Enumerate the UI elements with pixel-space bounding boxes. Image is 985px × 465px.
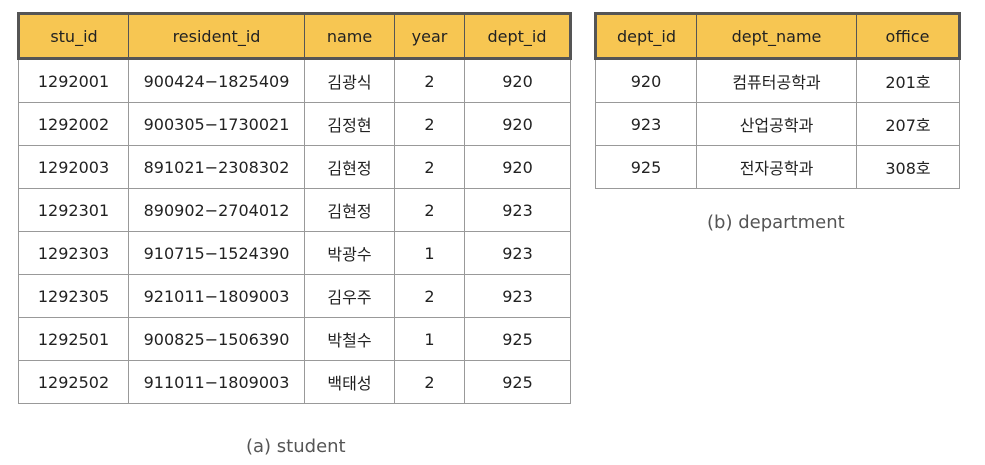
cell-year: 2 — [394, 188, 465, 232]
cell-stu-id: 1292301 — [18, 188, 129, 232]
cell-name: 김광식 — [304, 58, 395, 103]
department-header-row: dept_id dept_name office — [594, 12, 961, 60]
cell-dept-id: 923 — [464, 231, 571, 275]
cell-year: 1 — [394, 231, 465, 275]
cell-name: 김현정 — [304, 188, 395, 232]
cell-dept-id: 923 — [464, 274, 571, 318]
table-row: 1292301 890902−2704012 김현정 2 923 — [18, 188, 571, 232]
cell-year: 2 — [394, 360, 465, 404]
cell-year: 2 — [394, 274, 465, 318]
cell-resident-id: 890902−2704012 — [128, 188, 305, 232]
cell-resident-id: 900424−1825409 — [128, 58, 305, 103]
cell-name: 박광수 — [304, 231, 395, 275]
cell-stu-id: 1292502 — [18, 360, 129, 404]
cell-stu-id: 1292303 — [18, 231, 129, 275]
cell-year: 2 — [394, 102, 465, 146]
cell-name: 백태성 — [304, 360, 395, 404]
student-header-row: stu_id resident_id name year dept_id — [17, 12, 572, 60]
cell-office: 308호 — [856, 145, 960, 189]
cell-dept-name: 산업공학과 — [696, 102, 857, 146]
col-header-office: office — [856, 12, 961, 60]
department-table: dept_id dept_name office 920 컴퓨터공학과 201호… — [594, 12, 961, 189]
cell-resident-id: 911011−1809003 — [128, 360, 305, 404]
table-row: 1292003 891021−2308302 김현정 2 920 — [18, 145, 571, 189]
student-caption: (a) student — [246, 436, 346, 457]
table-row: 925 전자공학과 308호 — [595, 145, 960, 189]
cell-stu-id: 1292003 — [18, 145, 129, 189]
cell-year: 2 — [394, 58, 465, 103]
student-table: stu_id resident_id name year dept_id 129… — [17, 12, 572, 404]
cell-stu-id: 1292001 — [18, 58, 129, 103]
table-row: 1292501 900825−1506390 박철수 1 925 — [18, 317, 571, 361]
cell-dept-id: 925 — [595, 145, 697, 189]
cell-resident-id: 900305−1730021 — [128, 102, 305, 146]
col-header-dept-name: dept_name — [696, 12, 857, 60]
cell-dept-id: 920 — [464, 102, 571, 146]
cell-name: 김우주 — [304, 274, 395, 318]
cell-resident-id: 921011−1809003 — [128, 274, 305, 318]
cell-stu-id: 1292305 — [18, 274, 129, 318]
cell-dept-id: 923 — [464, 188, 571, 232]
table-row: 920 컴퓨터공학과 201호 — [595, 58, 960, 103]
col-header-dept-id: dept_id — [464, 12, 572, 60]
col-header-stu-id: stu_id — [17, 12, 129, 60]
cell-office: 207호 — [856, 102, 960, 146]
cell-name: 김현정 — [304, 145, 395, 189]
cell-dept-id: 925 — [464, 317, 571, 361]
table-row: 923 산업공학과 207호 — [595, 102, 960, 146]
table-row: 1292303 910715−1524390 박광수 1 923 — [18, 231, 571, 275]
col-header-resident-id: resident_id — [128, 12, 305, 60]
table-row: 1292001 900424−1825409 김광식 2 920 — [18, 58, 571, 103]
cell-dept-name: 전자공학과 — [696, 145, 857, 189]
cell-resident-id: 910715−1524390 — [128, 231, 305, 275]
cell-resident-id: 900825−1506390 — [128, 317, 305, 361]
table-row: 1292002 900305−1730021 김정현 2 920 — [18, 102, 571, 146]
cell-year: 1 — [394, 317, 465, 361]
col-header-name: name — [304, 12, 395, 60]
department-caption: (b) department — [707, 212, 845, 233]
cell-dept-id: 920 — [464, 145, 571, 189]
cell-dept-name: 컴퓨터공학과 — [696, 58, 857, 103]
cell-year: 2 — [394, 145, 465, 189]
cell-stu-id: 1292002 — [18, 102, 129, 146]
cell-dept-id: 923 — [595, 102, 697, 146]
cell-dept-id: 925 — [464, 360, 571, 404]
cell-dept-id: 920 — [595, 58, 697, 103]
cell-stu-id: 1292501 — [18, 317, 129, 361]
cell-resident-id: 891021−2308302 — [128, 145, 305, 189]
cell-name: 박철수 — [304, 317, 395, 361]
cell-dept-id: 920 — [464, 58, 571, 103]
col-header-year: year — [394, 12, 465, 60]
table-row: 1292502 911011−1809003 백태성 2 925 — [18, 360, 571, 404]
table-row: 1292305 921011−1809003 김우주 2 923 — [18, 274, 571, 318]
col-header-dept-id: dept_id — [594, 12, 697, 60]
cell-name: 김정현 — [304, 102, 395, 146]
cell-office: 201호 — [856, 58, 960, 103]
